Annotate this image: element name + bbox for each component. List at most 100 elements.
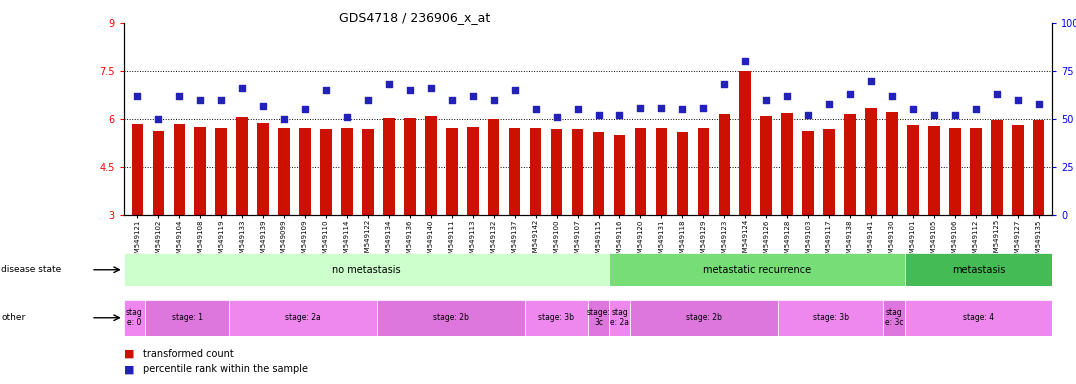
Text: stag
e: 0: stag e: 0 [126,308,143,328]
Point [967,106,985,113]
Point [779,93,796,99]
Bar [1011,125,1023,215]
Point [988,91,1005,97]
Point [841,91,859,97]
Bar [883,300,905,336]
Bar [447,128,457,215]
Point [213,97,230,103]
Point [443,97,461,103]
Text: disease state: disease state [1,265,61,274]
Point [485,97,502,103]
Point [380,81,397,88]
Point [883,93,901,99]
Bar [635,128,647,215]
Point [737,58,754,65]
Point [925,112,943,118]
Point [275,116,293,122]
Point [506,87,523,93]
Point [695,104,712,111]
Bar [949,128,961,215]
Bar [803,131,813,215]
Point [192,97,209,103]
Bar [321,129,331,215]
Bar [377,300,525,336]
Bar [761,116,771,215]
Bar [655,128,667,215]
Bar [887,112,897,215]
Bar [991,120,1003,215]
Bar [363,129,373,215]
Point [821,101,838,107]
Bar [609,253,905,286]
Bar [195,127,206,215]
Bar [571,129,583,215]
Bar [383,118,395,215]
Text: stag
e: 2a: stag e: 2a [610,308,629,328]
Point [548,114,565,120]
Bar [587,300,609,336]
Bar [905,253,1052,286]
Bar [1033,120,1045,215]
Point [150,116,167,122]
Point [401,87,419,93]
Point [716,81,733,88]
Point [255,103,272,109]
Bar [425,116,437,215]
Bar [845,114,855,215]
Bar [529,128,541,215]
Bar [153,131,165,215]
Point [527,106,544,113]
Point [862,78,879,84]
Bar [525,300,587,336]
Bar [405,118,415,215]
Point [904,106,921,113]
Bar [865,108,877,215]
Text: stage: 3b: stage: 3b [812,313,849,322]
Bar [593,132,605,215]
Point [611,112,628,118]
Text: stage: 4: stage: 4 [963,313,994,322]
Point [171,93,188,99]
Text: stage:
3c: stage: 3c [586,308,610,328]
Bar [145,300,229,336]
Point [129,93,146,99]
Text: stage: 2b: stage: 2b [433,313,469,322]
Bar [739,71,751,215]
Point [946,112,963,118]
Bar [929,126,939,215]
Point [632,104,649,111]
Text: percentile rank within the sample: percentile rank within the sample [143,364,308,374]
Bar [905,300,1052,336]
Point [317,87,335,93]
Bar [341,128,353,215]
Point [590,112,607,118]
Bar [778,300,883,336]
Point [653,104,670,111]
Point [1030,101,1047,107]
Bar [279,128,289,215]
Bar [781,113,793,215]
Bar [131,124,143,215]
Text: stage: 2a: stage: 2a [285,313,321,322]
Text: stag
e: 3c: stag e: 3c [884,308,903,328]
Point [758,97,775,103]
Text: ■: ■ [124,364,134,374]
Bar [697,128,709,215]
Text: stage: 2b: stage: 2b [686,313,722,322]
Point [338,114,355,120]
Bar [487,119,499,215]
Bar [907,125,919,215]
Text: metastasis: metastasis [952,265,1005,275]
Text: GDS4718 / 236906_x_at: GDS4718 / 236906_x_at [339,12,491,25]
Bar [215,128,227,215]
Bar [229,300,377,336]
Bar [173,124,185,215]
Bar [257,123,269,215]
Text: metastatic recurrence: metastatic recurrence [703,265,811,275]
Bar [823,129,835,215]
Bar [677,132,689,215]
Bar [467,127,479,215]
Point [569,106,586,113]
Point [674,106,691,113]
Point [233,85,251,91]
